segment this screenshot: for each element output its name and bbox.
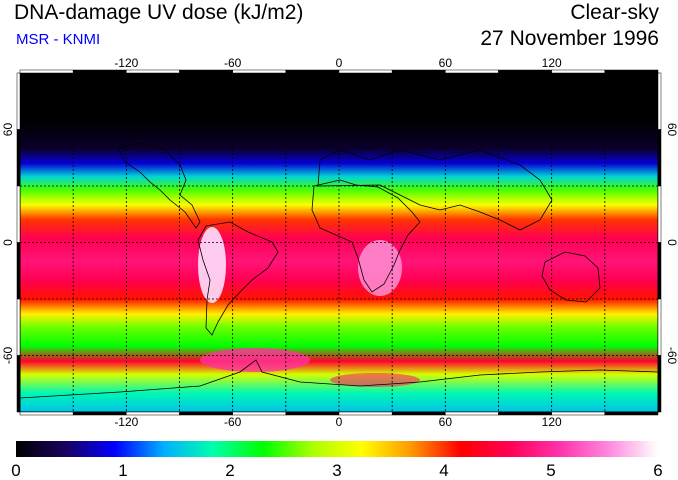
frame-scale-segment	[179, 69, 233, 74]
lon-tick-label: -60	[224, 415, 242, 429]
frame-scale-segment	[551, 69, 606, 74]
frame-scale-segment	[445, 69, 499, 74]
frame-scale-segment	[16, 185, 21, 243]
lon-tick-label: 0	[336, 415, 343, 429]
eurasia-coast	[317, 149, 553, 231]
colorbar-tick-label: 0	[11, 461, 20, 480]
frame-scale-segment	[19, 411, 74, 416]
lat-tick-label: 0	[665, 239, 678, 246]
lon-tick-label: -60	[224, 56, 242, 70]
frame-scale-segment	[285, 411, 340, 416]
frame-scale-top	[19, 69, 659, 74]
lat-tick-label: 60	[665, 123, 678, 137]
lat-tick-label: 60	[1, 123, 15, 137]
australia-coast	[541, 251, 601, 303]
frame-scale-segment	[16, 355, 21, 413]
frame-scale-segment	[285, 69, 340, 74]
coastlines	[20, 142, 658, 399]
lon-tick-label: 120	[542, 415, 562, 429]
colorbar-tick-label: 4	[439, 461, 448, 480]
frame-scale-left	[16, 72, 21, 413]
lat-labels-left: 60 0 -60	[1, 123, 15, 365]
frame-scale-segment	[126, 69, 180, 74]
frame-scale-segment	[338, 411, 393, 416]
north-america-coast	[117, 142, 201, 229]
graticule	[20, 73, 658, 412]
date-label: 27 November 1996	[480, 27, 659, 50]
southern-africa-high-dose-patch	[358, 240, 402, 296]
condition-label: Clear-sky	[570, 1, 659, 24]
lat-tick-label: -60	[665, 347, 678, 365]
frame-scale-segment	[604, 69, 659, 74]
frame-scale-segment	[16, 72, 21, 130]
frame-scale-bottom	[19, 411, 659, 416]
lon-labels-bottom: -120 -60 0 60 120	[114, 415, 562, 429]
colorbar-tick-label: 6	[653, 461, 662, 480]
frame-scale-segment	[657, 129, 662, 187]
colorbar	[16, 441, 658, 457]
andes-high-dose-patch	[198, 227, 226, 303]
frame-scale-segment	[16, 298, 21, 356]
source-label: MSR - KNMI	[16, 31, 101, 48]
colorbar-tick-label: 5	[546, 461, 555, 480]
lat-tick-label: -60	[1, 347, 15, 365]
colorbar-tick-labels: 0 1 2 3 4 5 6	[11, 461, 662, 480]
frame-scale-segment	[16, 242, 21, 300]
africa-coast	[311, 179, 421, 293]
frame-scale-segment	[16, 129, 21, 187]
frame-scale-segment	[391, 69, 446, 74]
frame-scale-segment	[391, 411, 446, 416]
frame-scale-segment	[232, 69, 287, 74]
frame-scale-segment	[445, 411, 499, 416]
frame-scale-segment	[657, 72, 662, 130]
colorbar-tick-label: 2	[225, 461, 234, 480]
map-field	[20, 73, 658, 412]
lon-tick-label: 60	[439, 415, 453, 429]
lon-tick-label: -120	[114, 415, 138, 429]
lon-tick-label: 120	[542, 56, 562, 70]
frame-scale-segment	[498, 69, 552, 74]
antarctica-coast	[20, 359, 658, 399]
frame-scale-segment	[338, 69, 393, 74]
lon-tick-label: 60	[439, 56, 453, 70]
frame-scale-segment	[604, 411, 659, 416]
lat-labels-right: 60 0 -60	[665, 123, 678, 365]
frame-scale-segment	[72, 69, 127, 74]
lon-tick-label: 0	[336, 56, 343, 70]
frame-scale-segment	[657, 242, 662, 300]
lon-tick-label: -120	[114, 56, 138, 70]
frame-scale-segment	[657, 298, 662, 356]
chart-title: DNA-damage UV dose (kJ/m2)	[14, 1, 304, 24]
lon-labels-top: -120 -60 0 60 120	[114, 56, 562, 70]
south-america-coast	[197, 221, 279, 336]
frame-scale-segment	[657, 185, 662, 243]
colorbar-tick-label: 3	[332, 461, 341, 480]
antarctic-peninsula-high-dose-patch	[200, 348, 310, 372]
colorbar-tick-label: 1	[118, 461, 127, 480]
lat-tick-label: 0	[1, 239, 15, 246]
frame-scale-segment	[657, 355, 662, 413]
frame-scale-right	[657, 72, 662, 413]
frame-scale-segment	[19, 69, 74, 74]
